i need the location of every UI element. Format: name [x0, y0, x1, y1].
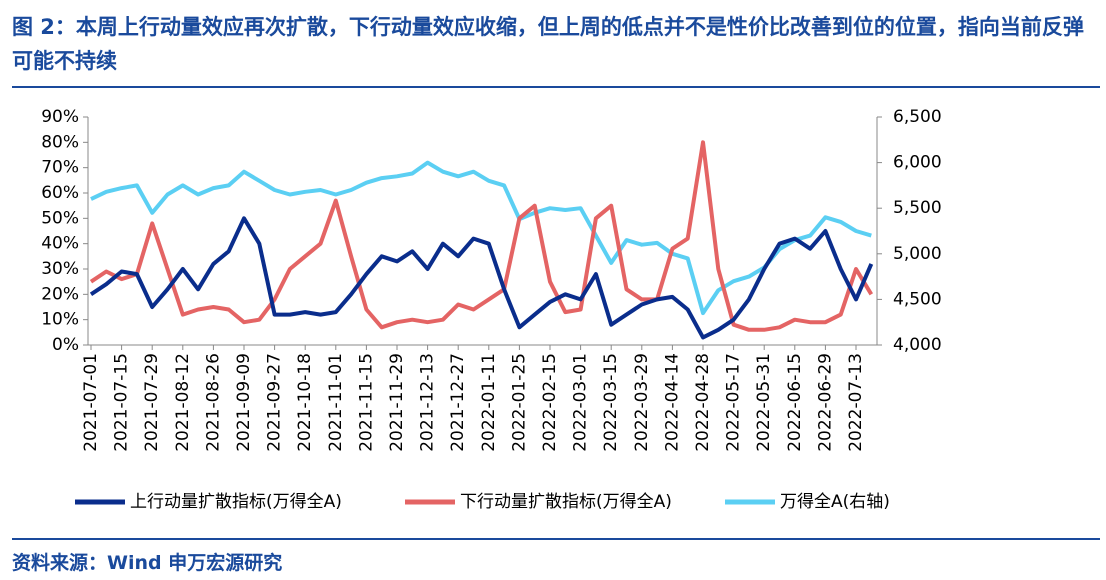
x-tick-label: 2022-02-15 — [540, 353, 560, 452]
x-tick-label: 2022-06-29 — [815, 353, 835, 452]
x-tick-label: 2021-08-12 — [173, 353, 193, 452]
legend-label: 上行动量扩散指标(万得全A) — [130, 492, 342, 512]
y-tick-label: 80% — [41, 132, 79, 152]
y-tick-label: 50% — [41, 208, 79, 228]
y2-tick-label: 6,000 — [893, 153, 942, 173]
x-tick-label: 2022-01-25 — [509, 353, 529, 452]
x-tick-label: 2021-11-15 — [356, 353, 376, 452]
chart-title: 图 2：本周上行动量效应再次扩散，下行动量效应收缩，但上周的低点并不是性价比改善… — [12, 15, 1084, 73]
y-tick-label: 30% — [41, 259, 79, 279]
x-tick-label: 2022-04-28 — [693, 353, 713, 452]
y-tick-label: 70% — [41, 158, 79, 178]
legend-label: 下行动量扩散指标(万得全A) — [460, 492, 672, 512]
y-tick-label: 0% — [52, 335, 79, 355]
series-line — [89, 140, 874, 332]
x-tick-label: 2021-09-09 — [234, 353, 254, 452]
x-tick-label: 2021-11-29 — [387, 353, 407, 452]
x-tick-label: 2021-11-01 — [326, 353, 346, 452]
y2-tick-label: 4,000 — [893, 335, 942, 355]
x-tick-label: 2021-12-27 — [448, 353, 468, 452]
x-tick-label: 2022-07-13 — [846, 353, 866, 452]
y2-tick-label: 5,000 — [893, 244, 942, 264]
x-tick-label: 2022-05-31 — [754, 353, 774, 452]
x-tick-label: 2022-03-29 — [632, 353, 652, 452]
y-tick-label: 90% — [41, 107, 79, 127]
x-tick-label: 2022-06-15 — [785, 353, 805, 452]
x-tick-label: 2021-09-27 — [265, 353, 285, 452]
y2-tick-label: 6,500 — [893, 107, 942, 127]
x-tick-label: 2022-03-15 — [601, 353, 621, 452]
legend-label: 万得全A(右轴) — [780, 492, 890, 512]
title-rule — [12, 86, 1100, 88]
y2-tick-label: 4,500 — [893, 289, 942, 309]
x-tick-label: 2021-07-29 — [142, 353, 162, 452]
y-tick-label: 60% — [41, 183, 79, 203]
y-tick-label: 10% — [41, 310, 79, 330]
x-tick-label: 2022-03-01 — [571, 353, 591, 452]
series-line — [89, 216, 874, 340]
x-tick-label: 2022-01-11 — [479, 353, 499, 452]
source-rule — [12, 538, 1100, 540]
source: 资料来源：Wind 申万宏源研究 — [12, 552, 283, 574]
y-tick-label: 40% — [41, 234, 79, 254]
x-tick-label: 2021-07-01 — [81, 353, 101, 452]
y-tick-label: 20% — [41, 284, 79, 304]
chart: 0% 10% 20% 30% 40% 50% 60% 70% 80% 90% 4,000 4,500 5… — [41, 107, 942, 512]
x-tick-label: 2022-05-17 — [724, 353, 744, 452]
x-tick-label: 2021-10-18 — [295, 353, 315, 452]
series-line — [90, 160, 872, 316]
x-tick-label: 2021-08-26 — [203, 353, 223, 452]
y2-tick-label: 5,500 — [893, 198, 942, 218]
x-tick-label: 2021-12-13 — [418, 353, 438, 452]
x-tick-label: 2022-04-14 — [662, 353, 682, 452]
x-tick-label: 2021-07-15 — [112, 353, 132, 452]
